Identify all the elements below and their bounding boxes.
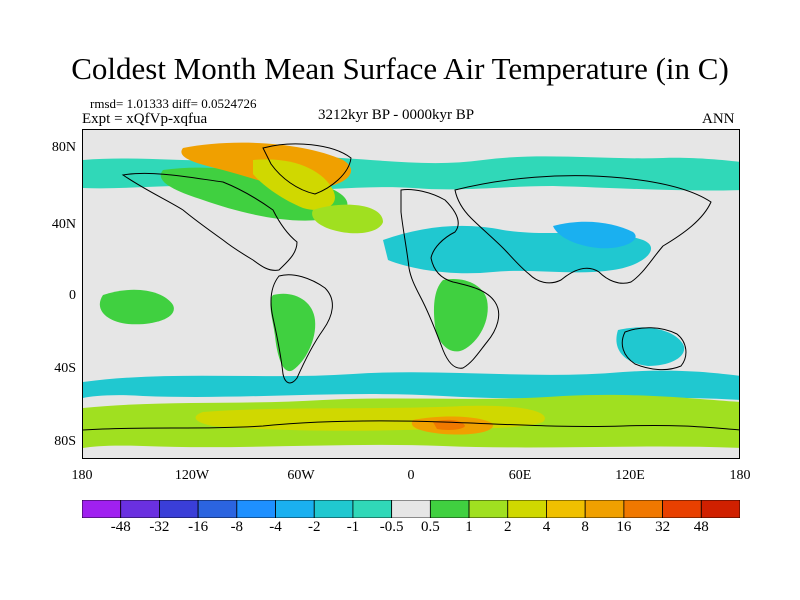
colorbar-box	[429, 500, 470, 518]
colorbar-tick-label: -1	[346, 519, 360, 535]
colorbar-tick-label: -0.5	[379, 519, 404, 535]
colorbar-tick-label: 1	[465, 519, 473, 535]
colorbar-box	[468, 500, 509, 518]
lat-label-80n: 80N	[51, 140, 76, 155]
period-line: 3212kyr BP - 0000kyr BP	[318, 107, 475, 123]
colorbar-tick-label: 16	[616, 519, 632, 535]
australia-coast	[621, 327, 687, 371]
anomaly-fills	[83, 142, 739, 448]
central-asia-blue-patch	[553, 221, 636, 249]
lon-label-180-right: 180	[729, 468, 751, 483]
colorbar-box	[352, 500, 393, 518]
colorbar-tick-label: 4	[542, 519, 551, 535]
north-atlantic-green	[312, 204, 383, 234]
stats-line: rmsd= 1.01333 diff= 0.0524726	[90, 96, 257, 111]
colorbar-box	[700, 500, 740, 518]
colorbar-box	[507, 500, 547, 518]
lon-label-60e: 60E	[508, 468, 532, 483]
map-title: Coldest Month Mean Surface Air Temperatu…	[71, 51, 729, 86]
colorbar-tick-label: 8	[581, 519, 589, 535]
greenland-yellow-patch	[253, 159, 335, 210]
experiment-line: Expt = xQfVp-xqfua	[82, 111, 208, 127]
north-america-coast	[121, 172, 298, 271]
coastlines	[83, 143, 739, 431]
colorbar-tick-label: 32	[655, 519, 671, 535]
europe-africa-coast	[400, 189, 500, 369]
antarctica-coast	[83, 420, 739, 431]
lat-label-80s: 80S	[54, 434, 76, 449]
greenland-coast	[262, 143, 352, 195]
season-label: ANN	[702, 111, 735, 127]
africa-green-patch	[433, 278, 488, 352]
colorbar-box	[197, 500, 238, 518]
colorbar-box	[391, 500, 431, 518]
colorbar-box	[275, 500, 315, 518]
southern-ocean-cyan	[83, 370, 739, 400]
south-america-coast	[270, 274, 333, 384]
south-america-green	[270, 293, 316, 372]
colorbar-box	[662, 500, 702, 518]
colorbar-tick-label: 2	[504, 519, 512, 535]
pacific-green-patch	[99, 289, 174, 325]
colorbar-tick-label: -32	[149, 519, 170, 535]
colorbar	[82, 500, 740, 518]
colorbar-tick-label: -16	[188, 519, 209, 535]
colorbar-box	[313, 500, 354, 518]
colorbar-box	[159, 500, 199, 518]
asia-coast	[454, 175, 712, 284]
lon-label-60w: 60W	[287, 468, 315, 483]
colorbar-box	[584, 500, 625, 518]
map-canvas	[83, 142, 739, 448]
colorbar-tick-label: 0.5	[420, 519, 440, 535]
colorbar-tick-label: -8	[230, 519, 244, 535]
lon-label-0: 0	[407, 468, 415, 483]
colorbar-box	[236, 500, 276, 518]
colorbar-box	[120, 500, 160, 518]
colorbar-tick-label: 48	[693, 519, 709, 535]
colorbar-box	[623, 500, 663, 518]
temperature-anomaly-map	[82, 129, 740, 459]
lat-label-40n: 40N	[51, 217, 76, 232]
colorbar-box	[82, 500, 122, 518]
colorbar-tick-label: -48	[110, 519, 131, 535]
colorbar-tick-label: -4	[269, 519, 282, 535]
lon-label-120e: 120E	[615, 468, 645, 483]
lat-label-40s: 40S	[54, 361, 76, 376]
lat-label-0: 0	[69, 288, 76, 303]
lon-label-120w: 120W	[174, 468, 210, 483]
colorbar-tick-label: -2	[307, 519, 321, 535]
colorbar-box	[546, 500, 586, 518]
lon-label-180-left: 180	[71, 468, 93, 483]
australia-cyan-patch	[616, 327, 685, 366]
